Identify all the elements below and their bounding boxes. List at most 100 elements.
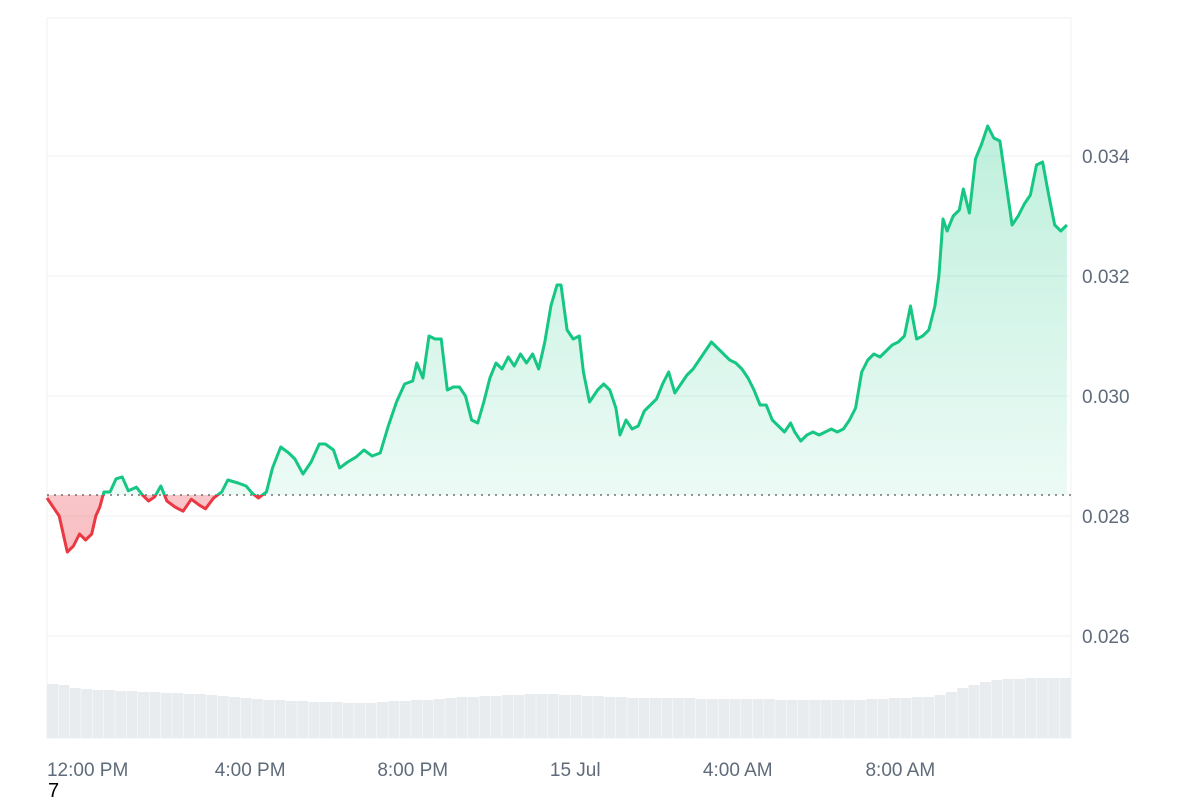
volume-bar — [240, 698, 252, 738]
volume-bar — [672, 698, 684, 738]
volume-bar — [320, 702, 332, 738]
volume-bar — [445, 698, 457, 738]
volume-bar — [183, 694, 195, 738]
price-line-up — [101, 124, 1068, 495]
volume-bar — [684, 698, 696, 738]
y-tick-label: 0.030 — [1082, 387, 1130, 408]
volume-bar — [217, 696, 229, 738]
volume-bar — [138, 692, 149, 738]
volume-bar — [1048, 678, 1060, 738]
volume-bar — [58, 685, 70, 738]
volume-bar — [297, 701, 309, 738]
volume-bar — [1059, 678, 1071, 738]
volume-bar — [650, 698, 661, 738]
volume-bar — [718, 699, 730, 738]
volume-bar — [706, 699, 718, 738]
volume-bar — [775, 700, 787, 738]
y-tick-label: 0.032 — [1082, 267, 1130, 288]
volume-bar — [741, 699, 753, 738]
volume-bar — [968, 685, 980, 738]
volume-bar — [627, 698, 639, 738]
volume-bar — [536, 694, 548, 738]
volume-bar — [809, 700, 821, 738]
volume-bar — [251, 699, 263, 738]
volume-bar — [479, 696, 491, 738]
volume-bar — [81, 689, 93, 738]
volume-bar — [945, 692, 957, 738]
volume-bar — [433, 699, 445, 738]
volume-bar — [843, 700, 855, 738]
x-tick-label: 15 Jul — [550, 760, 601, 781]
x-tick-label: 12:00 PM — [47, 760, 128, 781]
volume-bar — [786, 700, 798, 738]
volume-bar — [1002, 679, 1014, 738]
price-areas — [47, 126, 1067, 552]
volume-bar — [331, 702, 343, 738]
volume-bar — [160, 693, 172, 738]
volume-bar — [103, 690, 115, 738]
volume-bar — [593, 696, 605, 738]
volume-bar — [957, 688, 969, 738]
volume-bars — [47, 678, 1071, 738]
volume-bar — [411, 700, 423, 738]
volume-bar — [376, 702, 388, 738]
volume-bar — [194, 694, 206, 738]
volume-bar — [638, 698, 650, 738]
volume-bar — [149, 692, 161, 738]
volume-bar — [547, 694, 559, 738]
volume-bar — [229, 697, 241, 738]
volume-bar — [752, 699, 764, 738]
volume-bar — [126, 691, 138, 738]
y-axis-labels: 0.026 0.028 0.030 0.032 0.034 — [1082, 147, 1130, 648]
volume-bar — [365, 703, 377, 738]
volume-bar — [456, 697, 468, 738]
volume-bar — [388, 701, 400, 738]
volume-bar — [661, 698, 673, 738]
volume-bar — [513, 695, 525, 738]
volume-bar — [354, 703, 366, 738]
volume-bar — [490, 696, 502, 738]
volume-bar — [69, 688, 81, 738]
volume-bar — [729, 699, 741, 738]
x-axis-labels: 12:00 PM 4:00 PM 8:00 PM 15 Jul 4:00 AM 8:00 … — [47, 760, 935, 781]
y-tick-label: 0.034 — [1082, 147, 1130, 168]
volume-bar — [559, 695, 570, 738]
price-lines — [45, 124, 1068, 554]
y-tick-label: 0.028 — [1082, 507, 1130, 528]
volume-bar — [604, 697, 616, 738]
x-tick-label: 8:00 PM — [377, 760, 448, 781]
volume-bar — [263, 700, 275, 738]
volume-bar — [797, 700, 809, 738]
volume-bar — [467, 697, 479, 738]
volume-bar — [274, 700, 286, 738]
volume-bar — [866, 699, 878, 738]
volume-bar — [524, 694, 536, 738]
area-up — [47, 126, 1067, 495]
volume-bar — [285, 701, 297, 738]
x-tick-label: 4:00 AM — [703, 760, 773, 781]
volume-bar — [570, 695, 582, 738]
volume-bar — [877, 699, 889, 738]
volume-bar — [47, 684, 58, 738]
volume-bar — [92, 690, 104, 738]
volume-bar — [991, 680, 1003, 738]
volume-bar — [581, 696, 593, 738]
volume-bar — [615, 697, 627, 738]
volume-bar — [172, 693, 184, 738]
y-tick-label: 0.026 — [1082, 627, 1130, 648]
volume-bar — [923, 697, 935, 738]
footnote: 7 — [48, 780, 60, 802]
volume-bar — [1036, 678, 1048, 738]
x-tick-label: 8:00 AM — [865, 760, 935, 781]
volume-bar — [911, 697, 923, 738]
volume-bar — [1025, 678, 1037, 738]
volume-bar — [695, 699, 707, 738]
volume-bar — [115, 691, 127, 738]
volume-bar — [888, 698, 900, 738]
volume-bar — [342, 703, 354, 738]
volume-bar — [934, 695, 946, 738]
volume-bar — [979, 682, 991, 738]
volume-bar — [399, 701, 411, 738]
volume-bar — [308, 702, 320, 738]
